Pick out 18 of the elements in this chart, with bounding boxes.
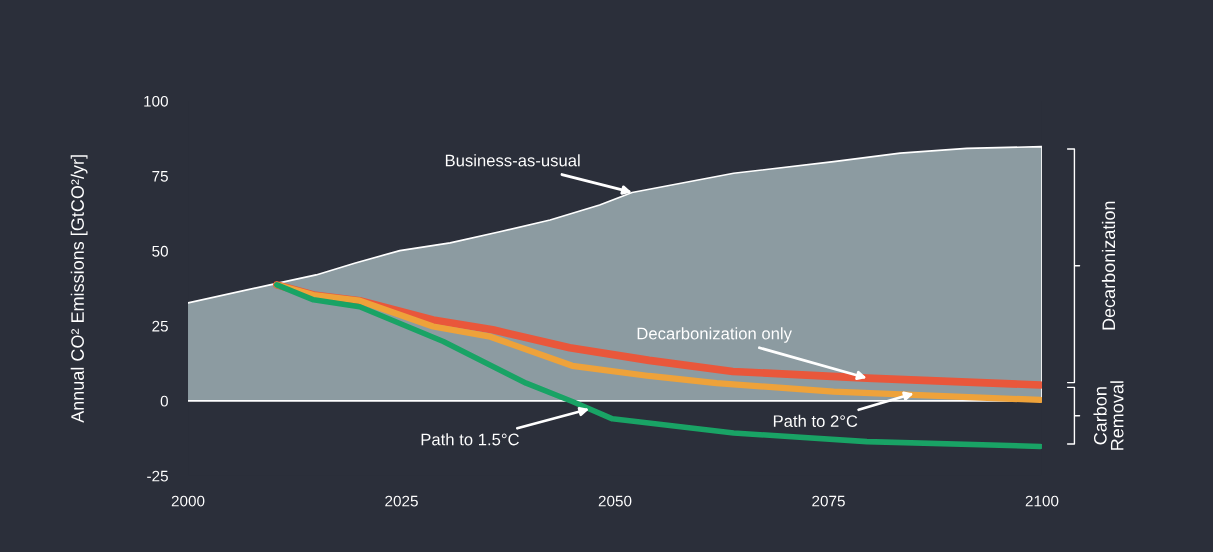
annotation: Business-as-usual — [445, 154, 580, 167]
text: Decarbonization — [1101, 201, 1116, 330]
x-tick-label: 2100 — [1025, 495, 1059, 507]
annotation: Decarbonization only — [637, 327, 792, 343]
x-tick-label: 2000 — [171, 495, 205, 507]
x-tick-label: 2050 — [598, 495, 632, 507]
x-tick-label: 2025 — [385, 495, 418, 507]
text: Carbon Removal — [1093, 381, 1124, 450]
y-tick-label: 75 — [152, 171, 168, 182]
annotation: Path to 1.5°C — [421, 433, 519, 446]
y-tick-label: 100 — [144, 95, 168, 107]
x-tick-label: 2075 — [812, 495, 845, 507]
y-axis-title: Annual CO² Emissions [GtCO²/yr] — [70, 155, 88, 423]
annotation: Path to 2°C — [773, 414, 858, 428]
y-tick-label: 50 — [152, 245, 168, 257]
y-tick-label: 0 — [160, 395, 168, 407]
y-tick-label: -25 — [147, 470, 168, 482]
y-tick-label: 25 — [152, 320, 168, 332]
